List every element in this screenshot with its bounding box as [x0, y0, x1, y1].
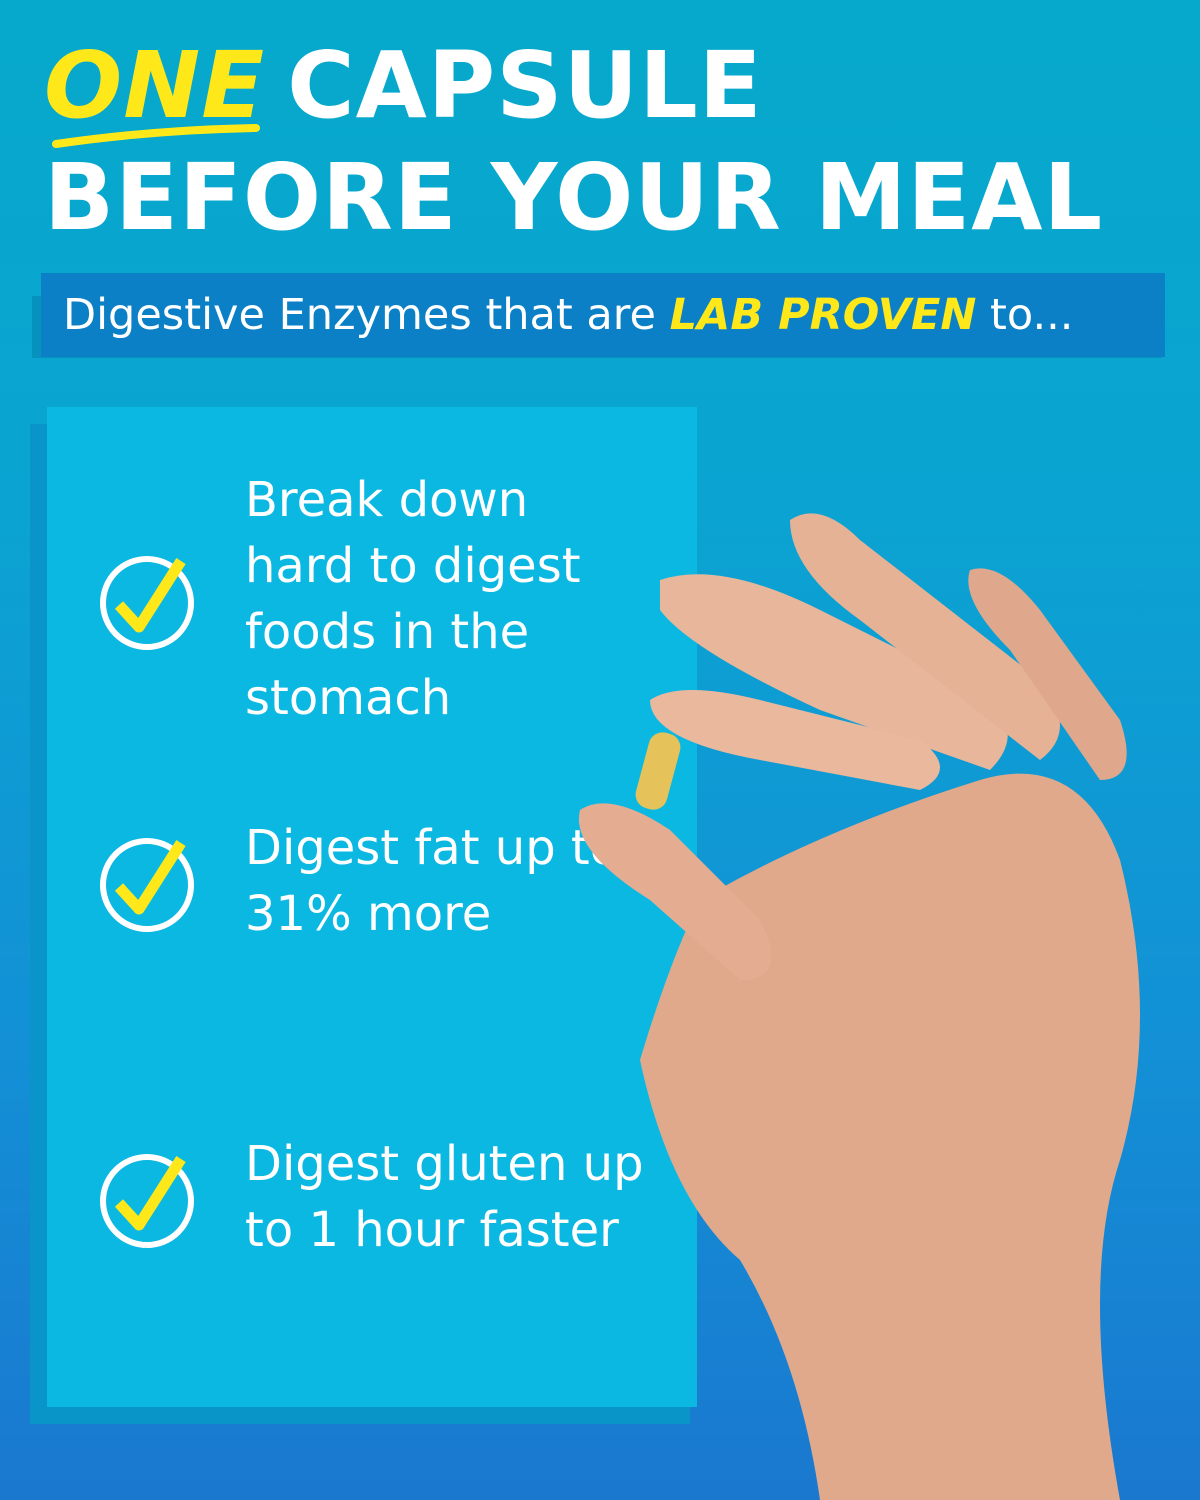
- banner-suffix: to...: [976, 290, 1074, 340]
- headline-line2: BEFORE YOUR MEAL: [44, 144, 1104, 251]
- headline-line1: CAPSULE: [287, 32, 763, 139]
- banner-highlight: LAB PROVEN: [669, 290, 977, 340]
- benefit-item: Break down hard to digest foods in the s…: [97, 467, 645, 731]
- headline-emphasis: ONE: [44, 32, 266, 139]
- benefit-text: Digest fat up to 31% more: [245, 820, 620, 942]
- benefit-item: Digest fat up to 31% more: [97, 815, 645, 947]
- hand-holding-capsule-image: [578, 513, 1140, 1500]
- benefits-panel: Break down hard to digest foods in the s…: [47, 407, 697, 1407]
- underline-swoosh: [52, 124, 260, 148]
- benefit-text: Digest gluten up to 1 hour faster: [245, 1136, 644, 1258]
- subtitle-banner: Digestive Enzymes that are LAB PROVEN to…: [41, 273, 1165, 357]
- benefit-text: Break down hard to digest foods in the s…: [245, 472, 581, 726]
- check-circle-icon: [100, 556, 194, 650]
- banner-prefix: Digestive Enzymes that are: [63, 290, 670, 340]
- benefit-item: Digest gluten up to 1 hour faster: [97, 1131, 645, 1263]
- headline: ONE CAPSULE BEFORE YOUR MEAL: [44, 30, 1103, 254]
- check-circle-icon: [100, 1154, 194, 1248]
- check-circle-icon: [100, 838, 194, 932]
